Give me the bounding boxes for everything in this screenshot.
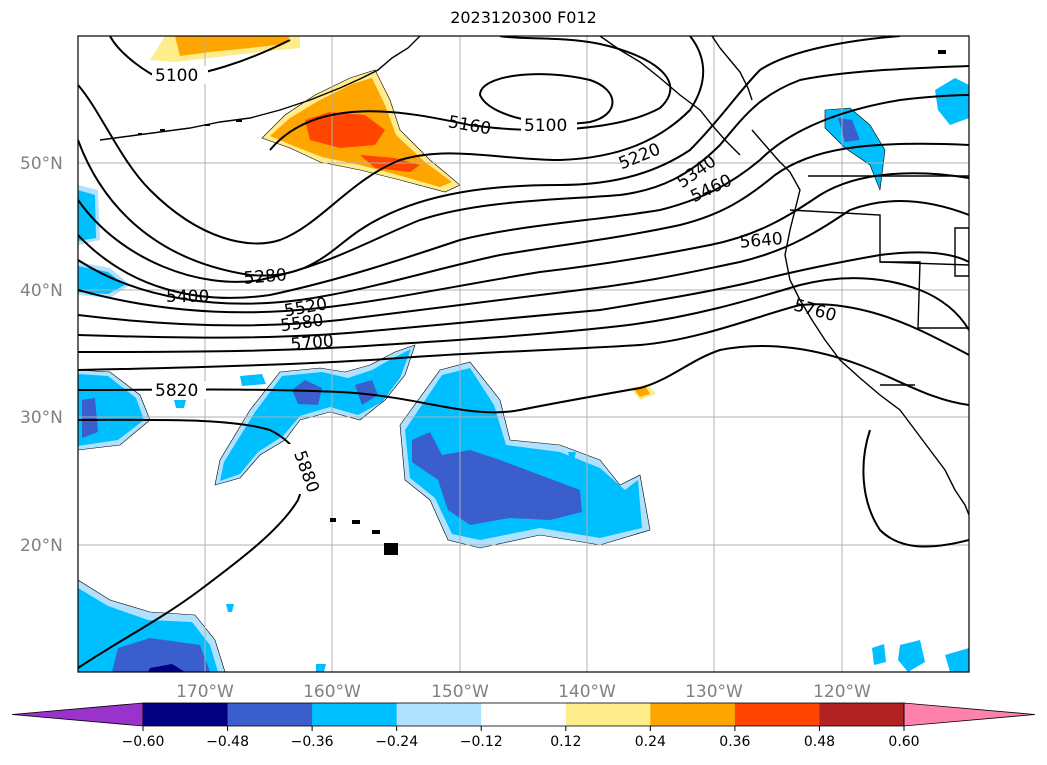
colorbar-extend-high xyxy=(903,702,1036,727)
islands xyxy=(138,50,946,555)
contour-5520 xyxy=(78,172,969,314)
colorbar-tick-label: 0.60 xyxy=(888,734,919,750)
shade-neg-strong xyxy=(292,380,378,405)
contour-label: 5700 xyxy=(290,331,335,355)
map-plot-area: 5100 5100 5160 5220 5340 5460 5280 5400 … xyxy=(78,36,969,672)
colorbar-cell xyxy=(227,703,313,726)
coastlines xyxy=(99,36,969,516)
colorbar-tick-label: 0.36 xyxy=(719,734,750,750)
map-title: 2023120300 F012 xyxy=(450,8,597,27)
contour-label: 5100 xyxy=(524,116,567,136)
contour-label: 5400 xyxy=(166,287,209,307)
lat-label: 50°N xyxy=(20,154,63,174)
contour-5580 xyxy=(78,199,969,327)
height-contours xyxy=(78,36,969,669)
colorbar-cell xyxy=(650,703,736,726)
lon-label: 160°W xyxy=(303,682,361,702)
colorbar-cell xyxy=(396,703,482,726)
contour-label: 5280 xyxy=(243,265,288,289)
contour-5340 xyxy=(78,65,969,283)
lon-label: 150°W xyxy=(431,682,489,702)
shade-pos-mid xyxy=(175,36,290,56)
colorbar-cells xyxy=(11,702,1036,727)
colorbar: −0.60 −0.48 −0.36 −0.24 −0.12 0.12 0.24 0.36 0.4… xyxy=(11,702,1036,750)
positive-anomaly-fill xyxy=(150,36,656,400)
lat-label: 40°N xyxy=(20,281,63,301)
colorbar-tick-label: −0.48 xyxy=(206,734,249,750)
colorbar-cell xyxy=(819,703,905,726)
colorbar-tick-label: −0.12 xyxy=(460,734,503,750)
colorbar-cell xyxy=(143,703,229,726)
shade-neg-strong xyxy=(412,432,582,525)
colorbar-tick-label: −0.36 xyxy=(291,734,334,750)
contour-5820 xyxy=(78,345,969,414)
colorbar-cell xyxy=(734,703,820,726)
lon-label: 170°W xyxy=(176,682,234,702)
colorbar-tick-label: −0.60 xyxy=(122,734,165,750)
lon-label: 120°W xyxy=(813,682,871,702)
colorbar-tick-label: 0.12 xyxy=(550,734,581,750)
lat-label: 20°N xyxy=(20,536,63,556)
shade-neg-max xyxy=(148,664,185,672)
contour-label: 5100 xyxy=(155,66,198,86)
contour-label: 5820 xyxy=(155,381,198,401)
contour-labels: 5100 5100 5160 5220 5340 5460 5280 5400 … xyxy=(152,66,838,495)
contour-label: 5760 xyxy=(791,296,838,327)
colorbar-tick-label: 0.24 xyxy=(635,734,666,750)
shading-outlines xyxy=(78,69,886,672)
negative-anomaly-fill xyxy=(78,78,969,672)
contour-5880 xyxy=(78,418,304,669)
lon-label: 130°W xyxy=(685,682,743,702)
shade-neg-mid xyxy=(935,78,969,125)
colorbar-tick-label: −0.24 xyxy=(375,734,418,750)
shade-neg-mid xyxy=(825,108,885,190)
contour-5100-inner xyxy=(478,73,614,125)
lat-label: 30°N xyxy=(20,408,63,428)
shade-neg-mid xyxy=(220,349,411,481)
lon-axis: 170°W 160°W 150°W 140°W 130°W 120°W xyxy=(176,682,871,702)
contour-label: 5640 xyxy=(739,229,784,253)
colorbar-cell xyxy=(312,703,398,726)
contour-5700 xyxy=(78,277,969,353)
colorbar-tick-label: 0.48 xyxy=(804,734,835,750)
contour-5160 xyxy=(269,36,672,151)
colorbar-cell xyxy=(481,703,567,726)
shade-neg-strong xyxy=(112,638,210,672)
contour-label: 5160 xyxy=(446,112,492,139)
shade-neg-mid xyxy=(872,640,969,672)
shade-neg-strong xyxy=(82,398,98,438)
colorbar-cell xyxy=(565,703,651,726)
contour-5220 xyxy=(78,36,705,245)
graticule xyxy=(78,36,969,672)
shade-pos-mid xyxy=(634,387,650,397)
shade-neg-strong xyxy=(838,118,860,142)
colorbar-extend-low xyxy=(11,702,144,727)
contour-5280 xyxy=(78,36,901,277)
colorbar-outline xyxy=(142,702,905,727)
contour-5880-east xyxy=(862,429,969,548)
lat-axis: 50°N 40°N 30°N 20°N xyxy=(20,154,63,556)
contour-5640 xyxy=(78,251,969,339)
lon-label: 140°W xyxy=(558,682,616,702)
contour-5460 xyxy=(78,142,969,305)
map-frame xyxy=(77,35,970,673)
colorbar-ticks: −0.60 −0.48 −0.36 −0.24 −0.12 0.12 0.24 0.36 0.4… xyxy=(122,726,920,750)
shade-pos-strong xyxy=(305,112,420,172)
contour-5760 xyxy=(78,303,969,371)
contour-5400 xyxy=(78,94,969,299)
